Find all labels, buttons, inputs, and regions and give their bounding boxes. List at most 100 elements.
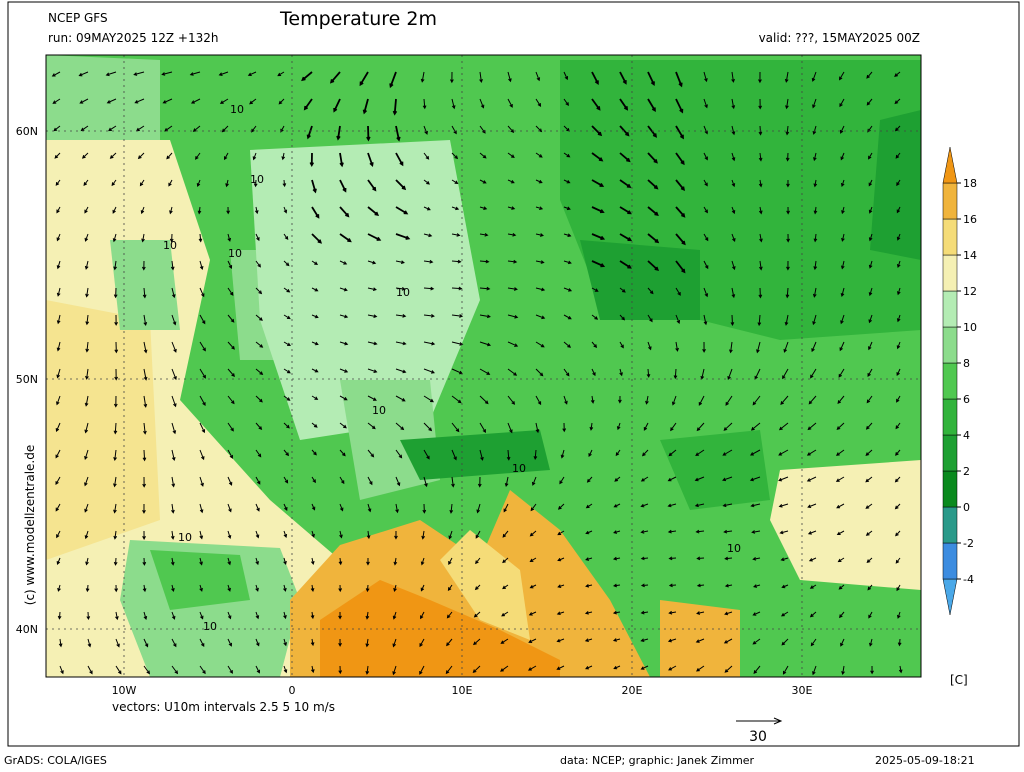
wind-vector bbox=[703, 152, 708, 161]
wind-vector bbox=[84, 395, 89, 407]
wind-vector bbox=[278, 98, 285, 105]
wind-vector bbox=[171, 638, 177, 648]
wind-vector bbox=[115, 638, 120, 648]
wind-vector bbox=[166, 152, 173, 160]
wind-vector bbox=[395, 503, 399, 514]
wind-vector bbox=[367, 314, 378, 319]
wind-vector bbox=[778, 503, 789, 508]
wind-vector bbox=[339, 179, 347, 193]
wind-vector bbox=[56, 530, 61, 539]
wind-vector bbox=[785, 152, 790, 162]
wind-vector bbox=[781, 584, 789, 589]
wind-vector bbox=[585, 665, 593, 670]
wind-vector bbox=[724, 556, 733, 561]
wind-vector bbox=[254, 206, 259, 215]
wind-vector bbox=[839, 98, 845, 108]
field-region bbox=[870, 110, 921, 260]
wind-vector bbox=[479, 259, 490, 264]
field-region bbox=[46, 55, 160, 150]
wind-vector bbox=[419, 638, 425, 648]
wind-vector bbox=[535, 152, 543, 158]
wind-vector bbox=[757, 314, 762, 327]
wind-vector bbox=[113, 422, 118, 435]
wind-vector bbox=[557, 503, 565, 510]
wind-vector bbox=[283, 449, 290, 457]
wind-vector bbox=[868, 179, 873, 187]
wind-vector bbox=[221, 125, 229, 133]
wind-vector bbox=[810, 368, 817, 379]
contour-label: 10 bbox=[178, 531, 192, 544]
wind-vector bbox=[563, 368, 570, 377]
wind-vector bbox=[668, 610, 677, 615]
wind-vector bbox=[479, 395, 489, 405]
wind-vector bbox=[894, 71, 901, 77]
wind-vector bbox=[783, 341, 789, 353]
wind-vector bbox=[758, 71, 762, 84]
wind-vector bbox=[479, 206, 488, 210]
wind-vector bbox=[143, 611, 148, 621]
wind-vector bbox=[667, 638, 677, 643]
wind-vector bbox=[199, 503, 204, 514]
wind-vector bbox=[112, 233, 117, 243]
wind-vector bbox=[53, 125, 61, 132]
field-region bbox=[250, 140, 480, 440]
lon-label: 10E bbox=[452, 684, 473, 697]
wind-vector bbox=[535, 98, 542, 107]
wind-vector bbox=[529, 584, 537, 589]
wind-vector bbox=[283, 287, 291, 293]
wind-vector bbox=[171, 611, 176, 620]
wind-vector bbox=[694, 503, 705, 508]
wind-vector bbox=[895, 422, 901, 430]
wind-vector bbox=[115, 611, 119, 621]
wind-vector bbox=[535, 206, 544, 210]
lat-label: 60N bbox=[16, 125, 38, 138]
wind-vector bbox=[366, 125, 371, 142]
wind-vector bbox=[619, 287, 626, 293]
wind-vector bbox=[84, 530, 89, 540]
wind-vector bbox=[79, 98, 89, 104]
wind-vector bbox=[647, 71, 655, 86]
wind-vector bbox=[339, 287, 348, 292]
wind-vector bbox=[395, 233, 411, 240]
wind-vector bbox=[227, 638, 232, 647]
wind-vector bbox=[310, 557, 315, 565]
wind-vector bbox=[190, 98, 201, 104]
map-border bbox=[45, 54, 922, 678]
wind-vector bbox=[785, 125, 790, 136]
wind-vector bbox=[500, 638, 509, 644]
wind-vector bbox=[451, 449, 457, 461]
wind-vector bbox=[811, 71, 817, 82]
wind-vector bbox=[306, 125, 313, 140]
wind-vector bbox=[557, 557, 565, 562]
wind-vector bbox=[619, 71, 627, 85]
wind-vector bbox=[671, 395, 677, 406]
wind-vector bbox=[199, 314, 206, 325]
wind-vector bbox=[675, 233, 686, 246]
wind-vector bbox=[479, 232, 489, 237]
wind-vector bbox=[141, 233, 145, 243]
wind-vector bbox=[448, 530, 453, 540]
wind-vector bbox=[113, 260, 117, 271]
wind-vector bbox=[786, 260, 790, 271]
wind-vector bbox=[619, 368, 623, 377]
wind-vector bbox=[780, 611, 789, 617]
wind-vector bbox=[724, 665, 733, 673]
contour-label: 10 bbox=[512, 462, 526, 475]
wind-vector bbox=[311, 449, 317, 456]
wind-vector bbox=[55, 179, 61, 186]
wind-vector bbox=[619, 233, 633, 242]
wind-vector bbox=[283, 206, 288, 214]
wind-vector bbox=[114, 314, 118, 326]
wind-vector bbox=[838, 368, 845, 378]
colorbar-label: 2 bbox=[963, 465, 970, 478]
wind-vector bbox=[58, 638, 63, 648]
wind-vector bbox=[724, 583, 733, 588]
wind-vector bbox=[310, 638, 315, 647]
wind-vector bbox=[750, 422, 761, 431]
wind-vector bbox=[591, 152, 604, 162]
wind-vector bbox=[423, 341, 436, 346]
wind-vector bbox=[55, 422, 61, 432]
wind-vector bbox=[338, 638, 342, 647]
wind-vector bbox=[894, 98, 901, 105]
